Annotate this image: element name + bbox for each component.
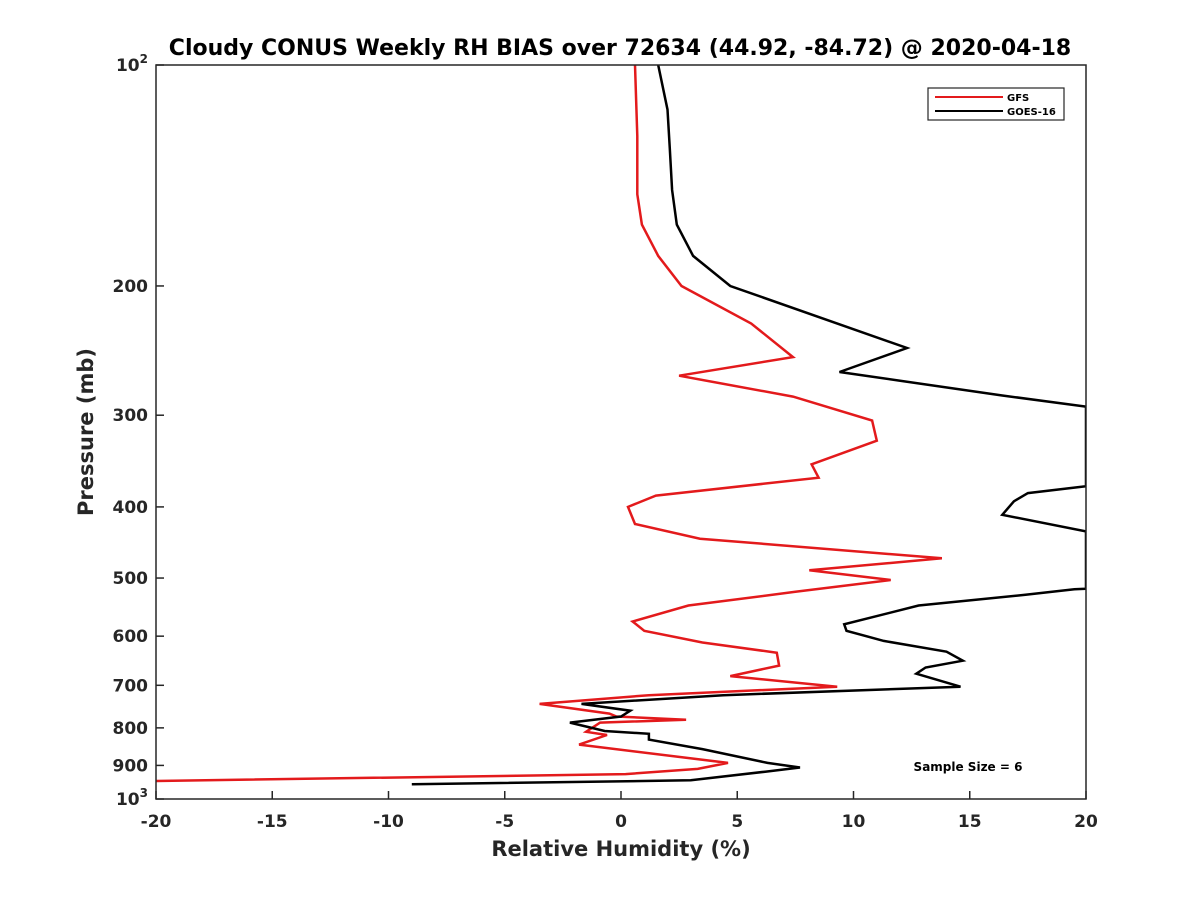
y-tick-label: 800 bbox=[113, 719, 149, 739]
series-line-gfs bbox=[156, 65, 943, 783]
x-axis-ticks: -20 -15 -10 -5 0 5 10 15 20 bbox=[141, 791, 1098, 832]
x-tick-label: -20 bbox=[141, 812, 172, 832]
x-tick-label: -10 bbox=[373, 812, 404, 832]
y-tick-label: 300 bbox=[113, 406, 149, 426]
x-tick-label: -5 bbox=[495, 812, 514, 832]
x-tick-label: 10 bbox=[842, 812, 866, 832]
x-tick-label: -15 bbox=[257, 812, 288, 832]
legend-label-gfs: GFS bbox=[1007, 93, 1029, 104]
y-axis-ticks: 102 200 300 400 500 600 700 800 900 103 bbox=[113, 52, 164, 810]
x-tick-label: 0 bbox=[615, 812, 627, 832]
series-line-goes16 bbox=[411, 65, 1086, 786]
sample-size-annotation: Sample Size = 6 bbox=[914, 760, 1023, 774]
y-tick-label: 200 bbox=[113, 277, 149, 297]
y-tick-label: 400 bbox=[113, 498, 149, 518]
y-tick-label: 103 bbox=[116, 786, 148, 810]
legend-label-goes16: GOES-16 bbox=[1007, 107, 1056, 118]
x-tick-label: 5 bbox=[731, 812, 743, 832]
y-tick-label: 900 bbox=[113, 756, 149, 776]
y-tick-label: 102 bbox=[116, 52, 148, 76]
x-axis-label: Relative Humidity (%) bbox=[491, 837, 750, 861]
plot-area bbox=[155, 64, 1087, 800]
y-tick-label: 700 bbox=[113, 676, 149, 696]
y-tick-label: 600 bbox=[113, 627, 149, 647]
x-tick-label: 20 bbox=[1074, 812, 1098, 832]
chart-title: Cloudy CONUS Weekly RH BIAS over 72634 (… bbox=[169, 36, 1071, 61]
y-axis-label: Pressure (mb) bbox=[74, 348, 98, 516]
legend: GFS GOES-16 bbox=[927, 87, 1065, 121]
x-tick-label: 15 bbox=[958, 812, 982, 832]
y-tick-label: 500 bbox=[113, 569, 149, 589]
axes-box bbox=[155, 64, 1087, 800]
legend-box bbox=[927, 87, 1065, 121]
series-layer bbox=[156, 65, 1086, 786]
